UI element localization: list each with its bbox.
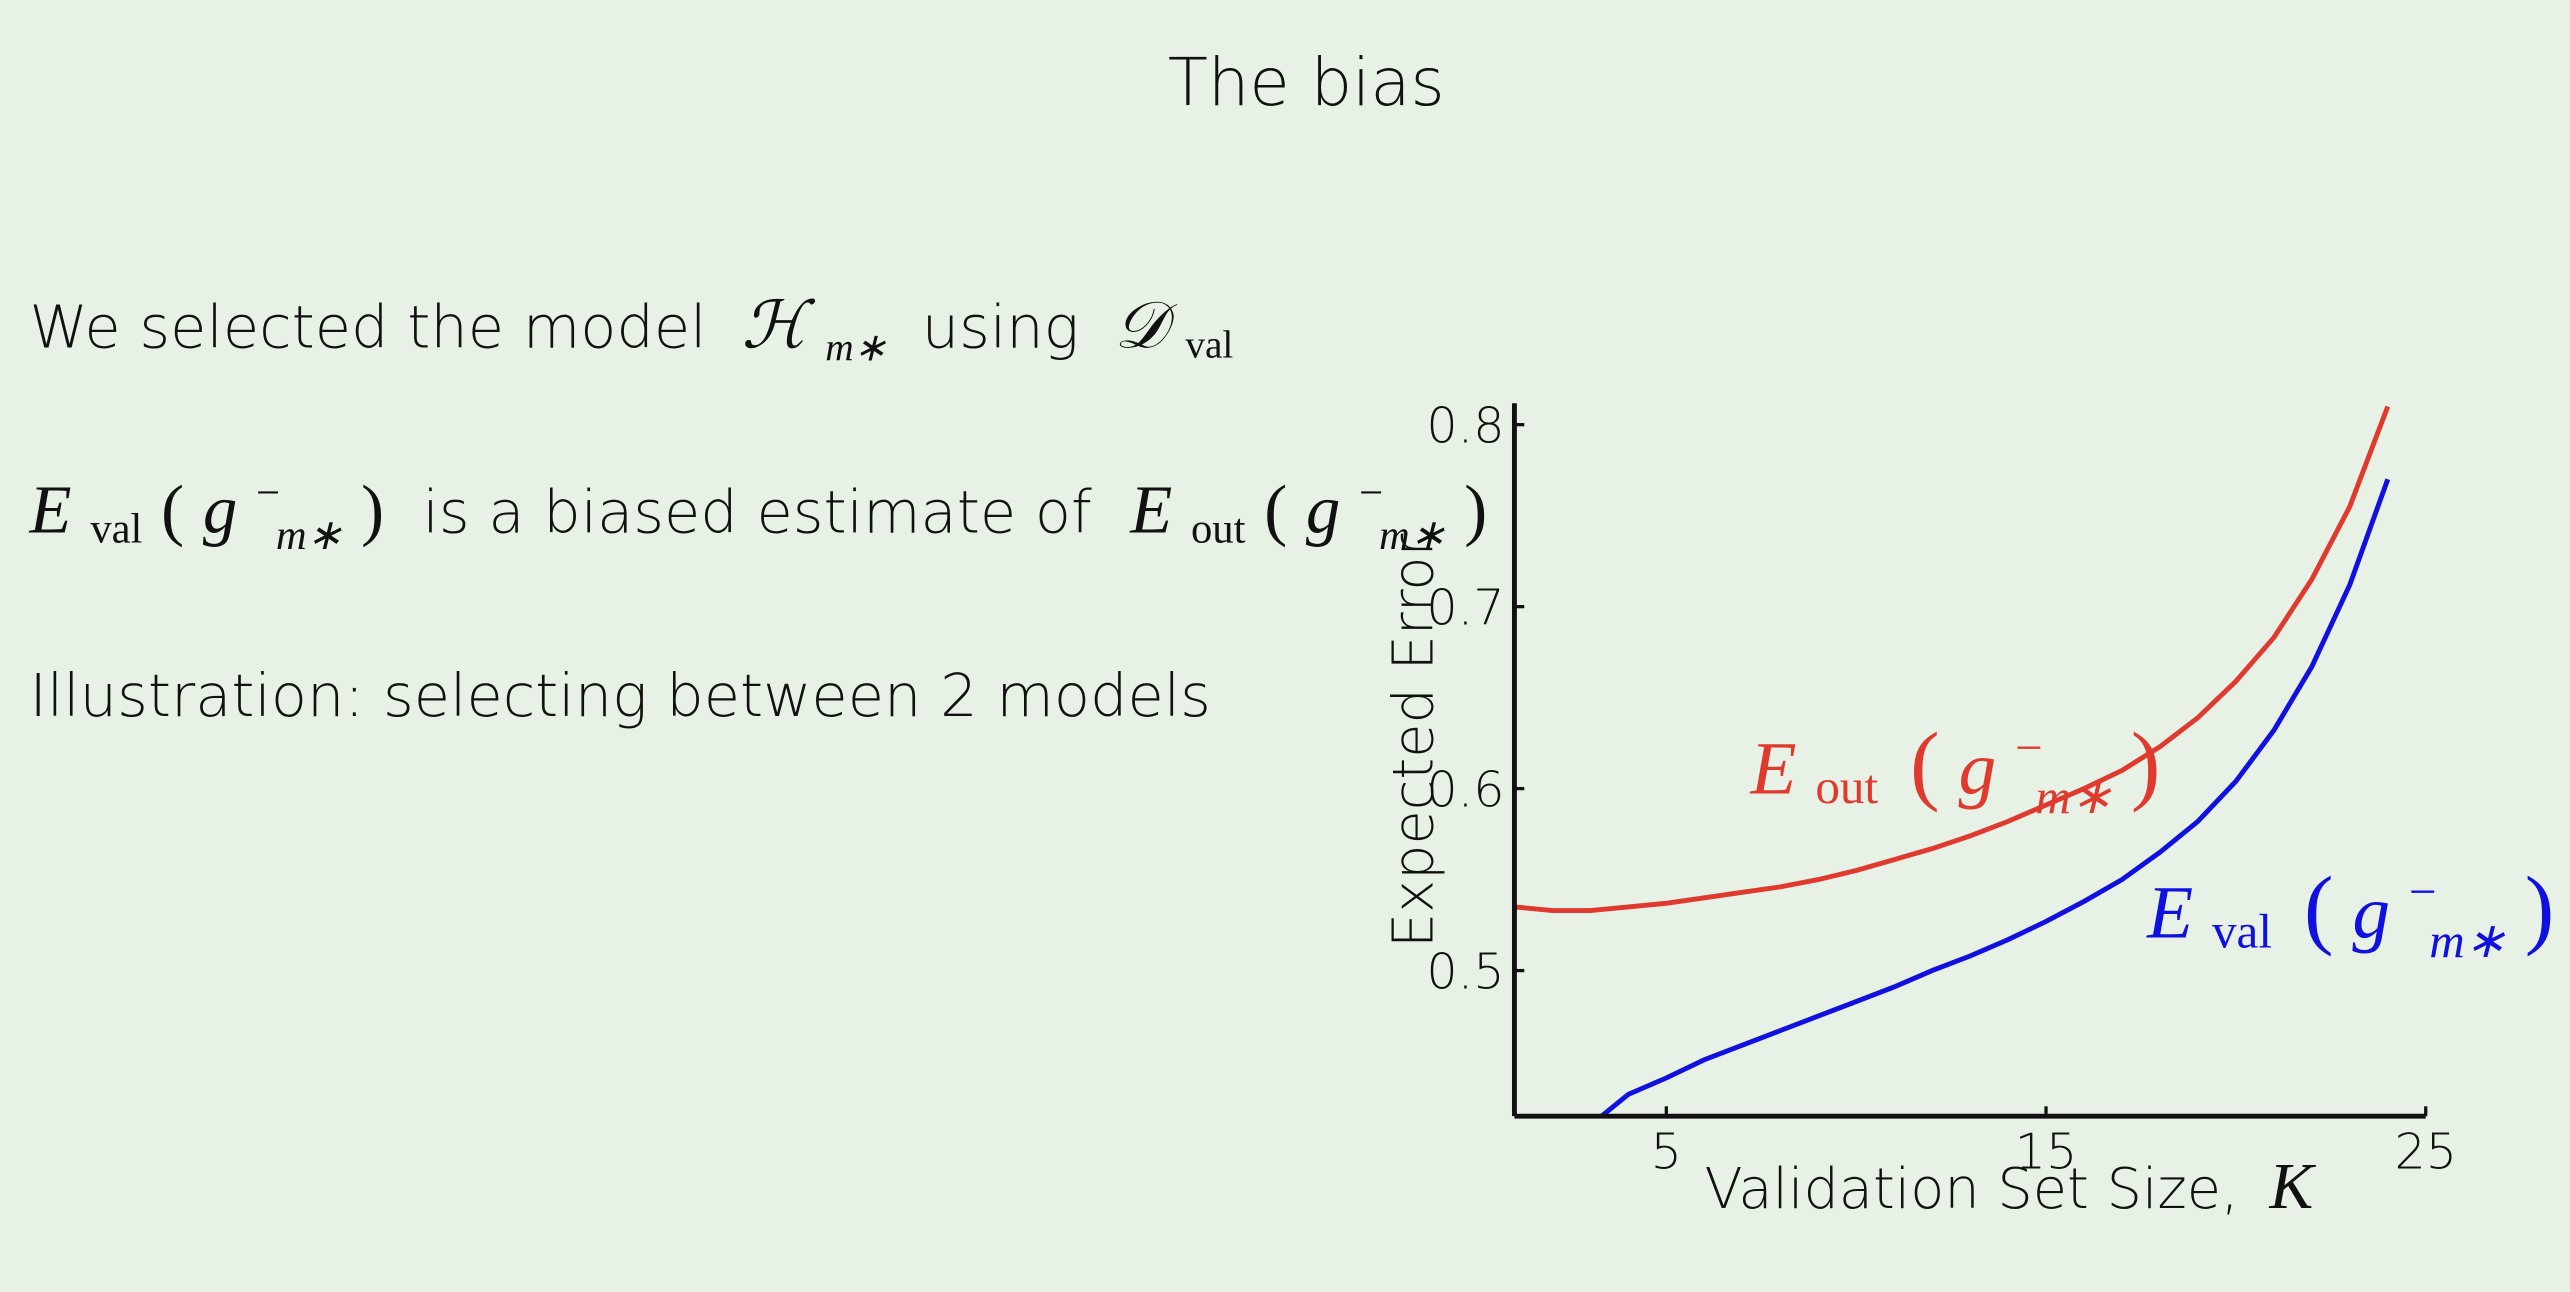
math-sub: m∗ bbox=[2429, 913, 2506, 968]
math: g bbox=[1306, 472, 1340, 548]
math-sup: − bbox=[2409, 864, 2437, 919]
math-sub: m∗ bbox=[825, 326, 886, 370]
x-tick-label: 25 bbox=[2394, 1123, 2457, 1181]
x-axis-label: Validation Set Size, K bbox=[1705, 1151, 2317, 1223]
math: E bbox=[1129, 472, 1172, 548]
math: ℋ bbox=[742, 290, 816, 362]
text-line-1: We selected the model ℋ m∗ using 𝒟 val bbox=[30, 290, 1234, 374]
math: E bbox=[29, 472, 72, 548]
slide-title: The bias bbox=[1168, 45, 1445, 121]
math: ( bbox=[1264, 472, 1287, 548]
math: ( bbox=[1910, 715, 1939, 813]
math-sup: − bbox=[256, 469, 280, 516]
x-tick-label: 5 bbox=[1651, 1123, 1682, 1181]
math: E bbox=[2146, 872, 2193, 955]
math-sub: out bbox=[1191, 506, 1246, 553]
math: g bbox=[2352, 872, 2390, 955]
math: 𝒟 bbox=[1114, 290, 1177, 362]
math: g bbox=[203, 472, 237, 548]
slide-content: The bias We selected the model ℋ m∗ usin… bbox=[29, 45, 2555, 1223]
math: K bbox=[2269, 1151, 2317, 1223]
math: E bbox=[1749, 727, 1796, 810]
y-tick-label: 0.8 bbox=[1426, 397, 1504, 455]
y-tick-label: 0.6 bbox=[1426, 761, 1504, 819]
text: We selected the model bbox=[30, 292, 707, 361]
text: Validation Set Size, bbox=[1705, 1157, 2239, 1222]
math: ( bbox=[161, 472, 184, 548]
series-line bbox=[1514, 405, 2391, 913]
text-line-3: Illustration: selecting between 2 models bbox=[30, 661, 1211, 730]
y-tick-label: 0.7 bbox=[1426, 579, 1504, 637]
math-sub: out bbox=[1815, 759, 1878, 814]
math: ( bbox=[2304, 860, 2333, 958]
math-sup: − bbox=[2015, 720, 2043, 775]
text: using bbox=[922, 292, 1079, 361]
math: ) bbox=[361, 472, 384, 548]
math: ) bbox=[2525, 860, 2554, 958]
math: g bbox=[1958, 727, 1996, 810]
series-label: E val ( g − m∗ ) bbox=[2146, 842, 2554, 974]
math-sub: m∗ bbox=[1379, 512, 1445, 559]
math-sub: val bbox=[1185, 322, 1233, 366]
y-tick-label: 0.5 bbox=[1426, 943, 1504, 1001]
math-sub: m∗ bbox=[276, 512, 342, 559]
y-axis-label: Expected Error bbox=[1381, 534, 1446, 949]
math-sub: m∗ bbox=[2035, 769, 2112, 824]
series-line bbox=[1597, 478, 2391, 1117]
math-sub: val bbox=[90, 506, 142, 553]
series-label: E out ( g − m∗ ) bbox=[1749, 698, 2160, 830]
math-sub: val bbox=[2212, 903, 2272, 958]
math-sup: − bbox=[1359, 469, 1383, 516]
x-tick-label: 15 bbox=[2015, 1123, 2078, 1181]
text: is a biased estimate of bbox=[422, 478, 1092, 547]
text-line-2: E val ( g − m∗ ) is a biased estimate of… bbox=[29, 451, 1488, 563]
math: ) bbox=[1464, 472, 1487, 548]
